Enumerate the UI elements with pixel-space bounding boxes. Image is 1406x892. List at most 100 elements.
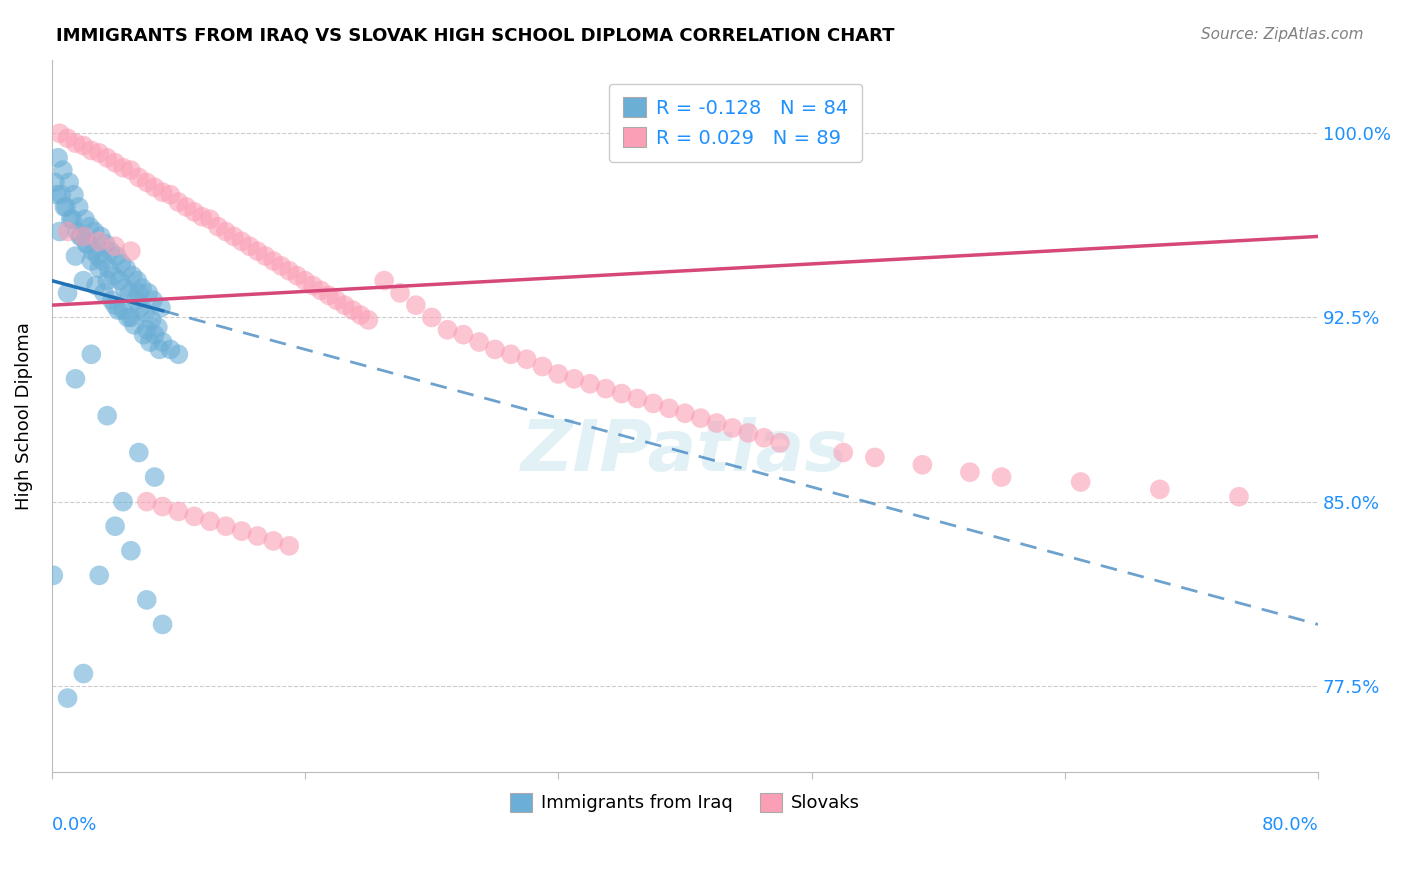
Point (45, 187, 67, 202)
Point (65, 372, 87, 386)
Point (55, 200, 77, 214)
Point (97, 261, 120, 276)
Point (83, 225, 105, 239)
Point (706, 416, 728, 430)
Point (136, 285, 159, 300)
Point (357, 313, 380, 327)
Point (325, 293, 347, 308)
Point (769, 435, 792, 450)
Point (76, 236, 98, 251)
Point (80, 347, 103, 361)
Point (673, 406, 696, 420)
Point (531, 359, 554, 374)
Point (72, 229, 94, 244)
Point (77, 236, 100, 251)
Point (285, 268, 308, 283)
Point (863, 450, 886, 465)
Point (270, 259, 292, 273)
Point (89, 235, 111, 249)
Point (468, 334, 491, 349)
Point (105, 249, 128, 263)
Point (72, 138, 94, 153)
Point (278, 539, 301, 553)
Point (56, 285, 79, 300)
Point (103, 268, 125, 283)
Point (388, 285, 411, 300)
Point (990, 470, 1012, 484)
Point (96, 274, 118, 288)
Point (89, 261, 111, 276)
Point (91, 254, 114, 268)
Point (128, 170, 150, 185)
Point (626, 392, 648, 406)
Point (96, 151, 118, 165)
Point (141, 313, 163, 327)
Point (128, 445, 150, 459)
Point (309, 284, 332, 298)
Point (149, 301, 172, 315)
Point (114, 281, 136, 295)
Point (239, 239, 262, 253)
Point (135, 175, 157, 189)
Point (135, 592, 157, 607)
Point (94, 236, 117, 251)
Point (262, 254, 284, 268)
Point (752, 431, 775, 445)
Text: 0.0%: 0.0% (52, 816, 97, 834)
Point (122, 318, 145, 332)
Point (96, 409, 118, 423)
Point (579, 376, 602, 391)
Point (959, 465, 981, 479)
Text: ZIPatlas: ZIPatlas (522, 417, 849, 486)
Point (117, 310, 139, 325)
Point (90, 229, 112, 244)
Point (135, 323, 157, 337)
Point (111, 303, 134, 318)
Point (70, 229, 93, 244)
Point (183, 509, 205, 524)
Point (516, 352, 538, 367)
Point (689, 411, 711, 425)
Point (46, 151, 69, 165)
Point (420, 310, 443, 325)
Point (499, 347, 522, 361)
Point (73, 212, 96, 227)
Point (215, 225, 238, 239)
Point (93, 285, 115, 300)
Point (79, 219, 101, 234)
Point (658, 401, 681, 416)
Point (595, 382, 617, 396)
Point (120, 310, 142, 325)
Point (120, 543, 142, 558)
Point (86, 249, 108, 263)
Y-axis label: High School Diploma: High School Diploma (15, 322, 32, 509)
Point (111, 494, 134, 508)
Point (84, 278, 107, 293)
Point (1227, 490, 1250, 504)
Point (318, 288, 340, 302)
Point (120, 163, 142, 178)
Point (115, 261, 138, 276)
Point (167, 194, 190, 209)
Point (53, 200, 76, 214)
Point (89, 568, 111, 582)
Point (159, 187, 181, 202)
Point (610, 386, 633, 401)
Point (63, 187, 86, 202)
Point (67, 200, 90, 214)
Point (118, 285, 141, 300)
Point (294, 274, 316, 288)
Point (98, 244, 121, 259)
Point (44, 175, 66, 189)
Point (333, 298, 356, 312)
Point (110, 256, 132, 270)
Legend: Immigrants from Iraq, Slovaks: Immigrants from Iraq, Slovaks (503, 786, 866, 820)
Point (167, 504, 190, 518)
Point (832, 445, 855, 459)
Point (737, 425, 759, 440)
Point (111, 161, 134, 175)
Point (107, 303, 129, 318)
Point (152, 334, 174, 349)
Point (142, 293, 165, 308)
Point (176, 200, 198, 214)
